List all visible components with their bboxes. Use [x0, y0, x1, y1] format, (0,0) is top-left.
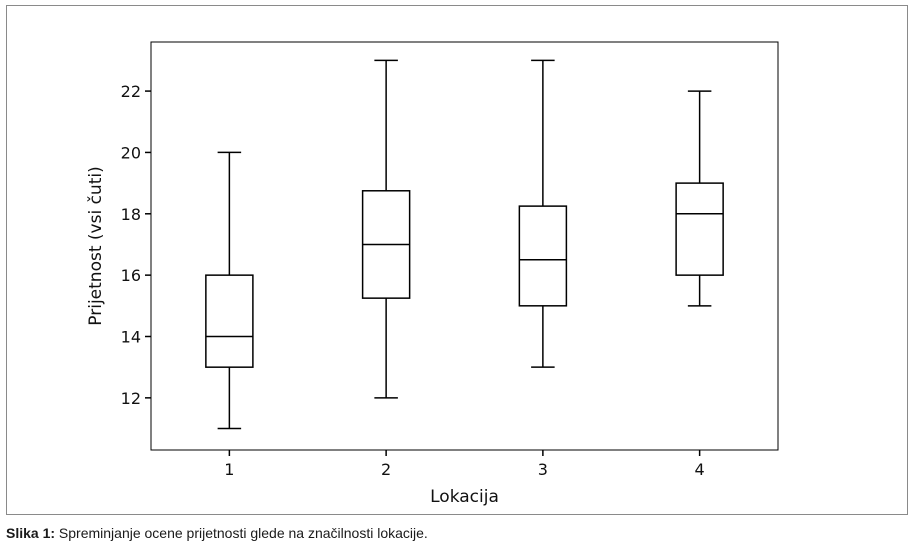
caption-text: Spreminjanje ocene prijetnosti glede na … — [55, 525, 428, 541]
x-tick-label: 4 — [695, 460, 705, 479]
x-tick-label: 3 — [538, 460, 548, 479]
plot-area — [150, 41, 779, 451]
y-tick-label: 18 — [121, 205, 141, 224]
y-axis-label: Prijetnost (vsi čuti) — [86, 166, 106, 325]
x-tick-label: 2 — [381, 460, 391, 479]
figure-caption: Slika 1: Spreminjanje ocene prijetnosti … — [6, 525, 428, 541]
caption-label: Slika 1: — [6, 525, 56, 541]
y-tick-label: 12 — [121, 389, 141, 408]
x-axis-label: Lokacija — [430, 487, 499, 507]
iqr-box — [518, 205, 568, 307]
y-tick-label: 20 — [121, 143, 141, 162]
figure-frame — [6, 5, 908, 515]
y-tick-label: 22 — [121, 82, 141, 101]
y-tick-label: 16 — [121, 266, 141, 285]
iqr-box — [675, 182, 724, 276]
iqr-box — [205, 274, 254, 368]
y-tick-label: 14 — [121, 327, 141, 346]
x-tick-label: 1 — [224, 460, 234, 479]
